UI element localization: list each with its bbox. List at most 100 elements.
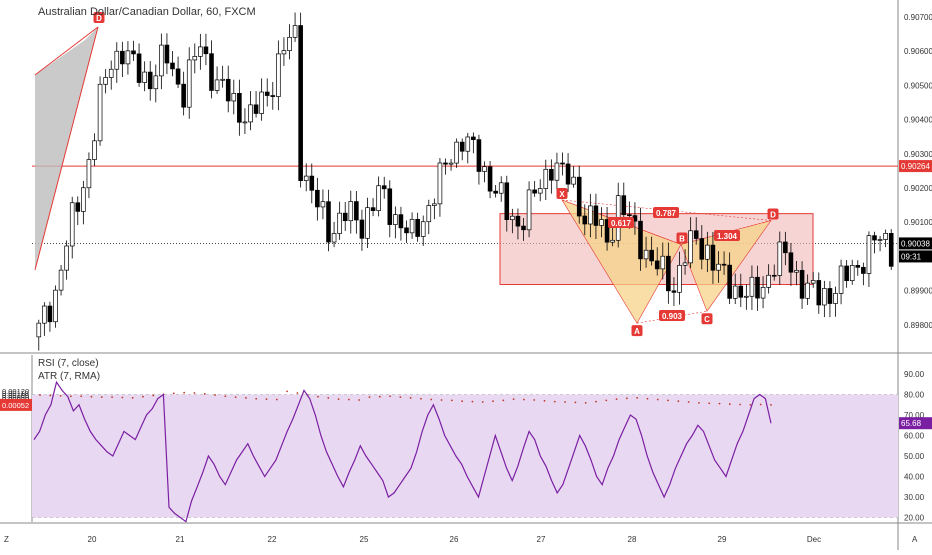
atr-dot: [739, 403, 742, 406]
candle-body: [42, 305, 47, 324]
candle-body: [287, 36, 292, 51]
rsi-tick-label: 90.00: [904, 370, 925, 379]
candle-body: [671, 290, 677, 293]
atr-dot: [770, 403, 772, 406]
candle-body: [493, 190, 498, 194]
atr-dot: [255, 397, 258, 400]
candle-body: [560, 162, 565, 165]
ratio-label-xab-bg: [608, 217, 634, 228]
ratio-label-bd: 1.304: [717, 232, 738, 241]
atr-dot: [409, 397, 412, 399]
candle-body: [660, 255, 666, 270]
candle-body: [131, 50, 136, 55]
point-x-label: X: [559, 190, 565, 199]
candle-body: [175, 68, 181, 85]
candle-body: [627, 214, 632, 217]
atr-dot: [337, 398, 340, 401]
point-a-label-bg: [631, 325, 643, 337]
candle-body: [766, 274, 771, 288]
price-tick-label: 0.90200: [904, 184, 932, 193]
countdown-label-bg: [899, 250, 932, 263]
candle-body: [276, 53, 281, 97]
candle-body: [432, 203, 437, 206]
candle-body: [721, 263, 727, 266]
atr-dot: [605, 399, 608, 402]
candle-body: [376, 185, 381, 211]
candle-body: [47, 305, 53, 323]
candle-body: [64, 245, 69, 271]
candle-body: [381, 185, 387, 190]
candle-body: [866, 235, 872, 274]
candle-body: [337, 212, 342, 234]
atr-dot: [80, 395, 83, 398]
time-axis-left-marker: Z: [4, 535, 9, 544]
candle-body: [198, 46, 203, 57]
candle-body: [354, 201, 359, 221]
atr-dot: [59, 394, 62, 397]
candle-body: [393, 214, 398, 225]
candle-body: [75, 202, 81, 212]
candle-body: [120, 50, 125, 65]
candle-body: [192, 56, 198, 61]
candle-body: [147, 71, 153, 90]
previous-point-d-label-bg: [93, 12, 105, 23]
candle-body: [554, 162, 560, 181]
candle-body: [69, 202, 75, 247]
candle-body: [253, 104, 259, 114]
time-axis-right-marker: A: [912, 535, 918, 544]
candle-body: [159, 44, 164, 77]
candle-body: [510, 215, 515, 220]
candle-body: [883, 233, 888, 240]
candle-body: [86, 159, 92, 189]
candle-body: [164, 44, 170, 64]
atr-dot: [512, 398, 515, 401]
atr-dot: [553, 400, 556, 403]
candle-body: [844, 265, 849, 281]
atr-dot: [49, 394, 52, 397]
atr-dot: [69, 395, 72, 398]
point-c-label: C: [704, 315, 710, 324]
candle-body: [549, 168, 554, 181]
candle-body: [237, 92, 242, 123]
point-b-label: B: [679, 234, 685, 243]
candle-body: [409, 218, 415, 234]
point-b-label-bg: [676, 232, 688, 244]
rsi-tick-label: 40.00: [904, 473, 925, 482]
ratio-label-xd-bg: [653, 207, 679, 218]
candle-body: [482, 166, 487, 172]
candle-body: [515, 215, 521, 227]
candle-body: [744, 295, 749, 298]
atr-tick-label: 0.00120: [2, 387, 29, 396]
ratio-label-xab: 0.617: [611, 219, 632, 228]
candle-body: [326, 201, 331, 243]
atr-dot: [111, 396, 113, 398]
rsi-value-label-bg: [899, 417, 932, 430]
candle-body: [805, 282, 810, 299]
atr-dot: [718, 402, 721, 405]
candle-body: [92, 140, 97, 160]
atr-dot: [296, 392, 299, 394]
atr-dot: [203, 392, 206, 395]
candle-body: [705, 244, 710, 260]
candle-body: [749, 276, 755, 297]
candle-body: [827, 288, 833, 304]
pattern-xb-line: [561, 199, 682, 245]
atr-dot: [142, 395, 144, 398]
ratio-label-ac-bg: [659, 310, 685, 321]
hline-price-label-bg: [899, 160, 932, 173]
candle-body: [504, 182, 510, 220]
rsi-value-label: 65.68: [901, 419, 922, 428]
last-price-label-bg: [899, 237, 932, 250]
candle-body: [320, 201, 326, 208]
atr-dot: [481, 401, 484, 403]
atr-dot: [430, 398, 433, 401]
atr-dot: [574, 401, 577, 404]
atr-dot: [636, 397, 639, 399]
candle-body: [471, 136, 476, 140]
time-label: 28: [628, 535, 637, 544]
atr-dot: [368, 396, 371, 398]
atr-dot: [317, 395, 319, 398]
candle-body: [526, 189, 532, 231]
candle-body: [532, 189, 537, 194]
